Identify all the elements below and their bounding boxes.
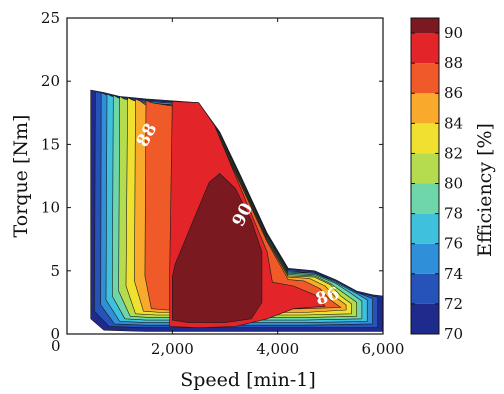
colorbar-band-90 [411,18,439,34]
y-tick-label: 25 [41,9,60,27]
y-tick-label: 0 [50,325,60,343]
colorbar-ticks: 70 72 74 76 78 80 82 84 86 88 90 [411,24,463,343]
y-tick-label: 15 [41,135,60,153]
y-tick-label: 10 [41,199,60,217]
contour-fills [90,89,383,332]
colorbar-band-70 [411,303,439,334]
x-tick-label: 2,000 [151,340,194,358]
x-axis-ticks: 2,000 4,000 6,000 [66,18,405,358]
contour-region-90 [172,173,263,323]
y-axis-label: Torque [Nm] [10,115,32,238]
colorbar-band-84 [411,93,439,124]
y-tick-label: 5 [50,262,60,280]
colorbar-band-72 [411,273,439,304]
colorbar-tick-label: 76 [444,235,463,253]
colorbar-band-86 [411,63,439,94]
colorbar-tick-label: 78 [444,205,463,223]
colorbar-tick-label: 88 [444,54,463,72]
colorbar-band-82 [411,123,439,154]
colorbar-tick-label: 84 [444,114,463,132]
colorbar-tick-label: 90 [444,24,463,42]
colorbar-band-80 [411,153,439,184]
colorbar-band-74 [411,243,439,274]
plot-frame [66,17,384,335]
x-tick-label: 4,000 [256,340,299,358]
colorbar-band-76 [411,213,439,244]
colorbar-tick-label: 70 [444,325,463,343]
colorbar-band-88 [411,33,439,64]
colorbar [411,18,439,334]
x-tick-label: 6,000 [362,340,405,358]
y-axis-ticks: 0 5 10 15 20 25 [41,9,383,343]
x-origin-tick-label: 0 [51,337,61,355]
colorbar-label: Efficiency [%] [474,123,496,257]
colorbar-tick-label: 86 [444,84,463,102]
colorbar-band-78 [411,183,439,214]
colorbar-tick-label: 74 [444,265,463,283]
colorbar-tick-label: 72 [444,295,463,313]
x-axis-label: Speed [min-1] [180,369,316,391]
colorbar-tick-label: 82 [444,144,463,162]
y-tick-label: 20 [41,72,60,90]
colorbar-frame [410,17,440,335]
colorbar-tick-label: 80 [444,175,463,193]
